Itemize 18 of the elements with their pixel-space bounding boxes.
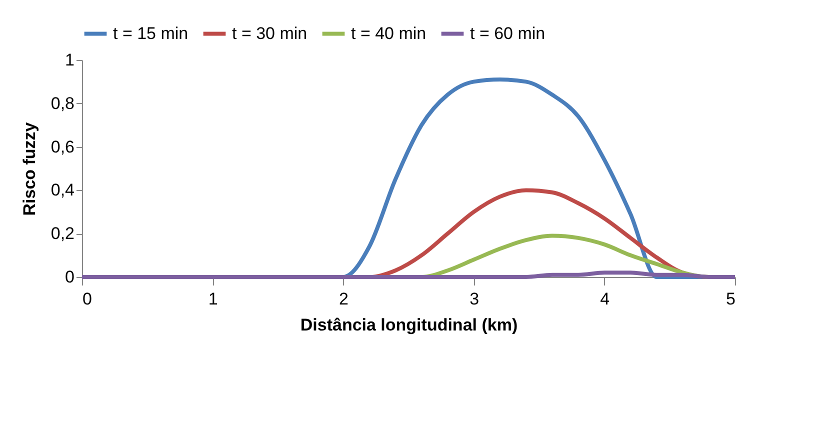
y-tick-label: 1 <box>65 50 74 70</box>
x-tick-label: 2 <box>338 290 348 308</box>
y-tick-label: 0,8 <box>50 94 74 113</box>
legend-label: t = 30 min <box>232 24 308 43</box>
x-axis-title: Distância longitudinal (km) <box>300 316 518 334</box>
y-tick-label: 0 <box>65 268 74 286</box>
x-tick-label: 3 <box>470 290 480 308</box>
y-tick-label: 0,6 <box>50 137 74 156</box>
x-tick-label: 0 <box>82 290 92 308</box>
x-tick-label: 5 <box>726 290 736 308</box>
legend-label: t = 40 min <box>351 24 426 43</box>
x-tick-label: 4 <box>600 290 610 308</box>
legend-label: t = 15 min <box>113 24 188 43</box>
y-tick-label: 0,2 <box>50 224 74 244</box>
legend-label: t = 60 min <box>470 24 546 43</box>
y-tick-label: 0,4 <box>50 180 74 200</box>
y-axis-title: Risco fuzzy <box>20 122 39 216</box>
x-tick-label: 1 <box>208 290 218 308</box>
